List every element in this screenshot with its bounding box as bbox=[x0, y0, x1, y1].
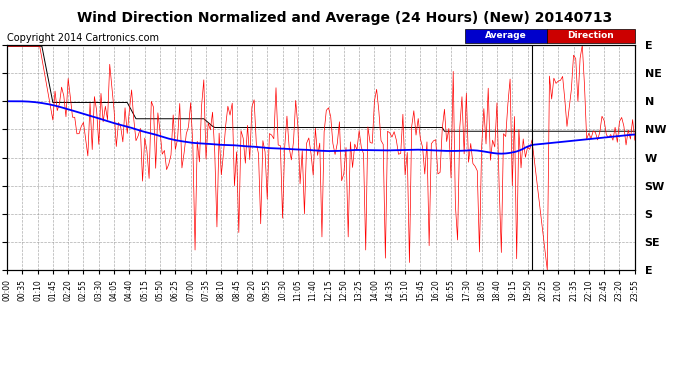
FancyBboxPatch shape bbox=[465, 29, 547, 43]
FancyBboxPatch shape bbox=[547, 29, 635, 43]
Text: Direction: Direction bbox=[567, 32, 614, 40]
Text: Wind Direction Normalized and Average (24 Hours) (New) 20140713: Wind Direction Normalized and Average (2… bbox=[77, 11, 613, 25]
Text: Copyright 2014 Cartronics.com: Copyright 2014 Cartronics.com bbox=[7, 33, 159, 43]
Text: Average: Average bbox=[485, 32, 527, 40]
